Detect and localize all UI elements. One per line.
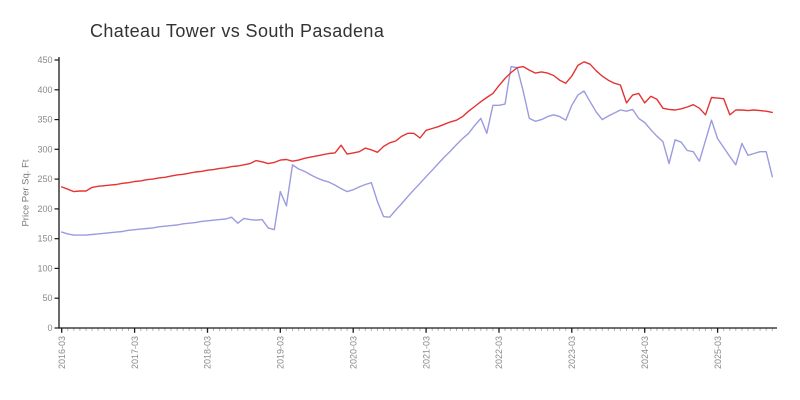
y-tick-label: 450: [37, 55, 52, 65]
x-tick-label: 2019-03: [276, 336, 286, 369]
x-tick-label: 2018-03: [203, 336, 213, 369]
x-tick-label: 2017-03: [130, 336, 140, 369]
x-tick-label: 2023-03: [567, 336, 577, 369]
x-tick-label: 2021-03: [421, 336, 431, 369]
y-tick-label: 300: [37, 144, 52, 154]
y-tick-label: 150: [37, 234, 52, 244]
y-tick-label: 250: [37, 174, 52, 184]
series-line-south-pasadena: [61, 61, 773, 193]
x-tick-label: 2025-03: [713, 336, 723, 369]
axis-lines: [58, 57, 777, 329]
y-tick-label: 0: [47, 323, 52, 333]
y-tick-label: 200: [37, 204, 52, 214]
x-tick-label: 2024-03: [640, 336, 650, 369]
x-tick-label: 2020-03: [348, 336, 358, 369]
y-tick-label: 400: [37, 85, 52, 95]
y-tick-label: 350: [37, 115, 52, 125]
chart-title: Chateau Tower vs South Pasadena: [90, 21, 385, 41]
y-tick-label: 100: [37, 263, 52, 273]
x-tick-label: 2016-03: [57, 336, 67, 369]
x-tick-label: 2022-03: [494, 336, 504, 369]
y-tick-label: 50: [42, 293, 52, 303]
series-line-chateau-tower: [61, 65, 773, 236]
